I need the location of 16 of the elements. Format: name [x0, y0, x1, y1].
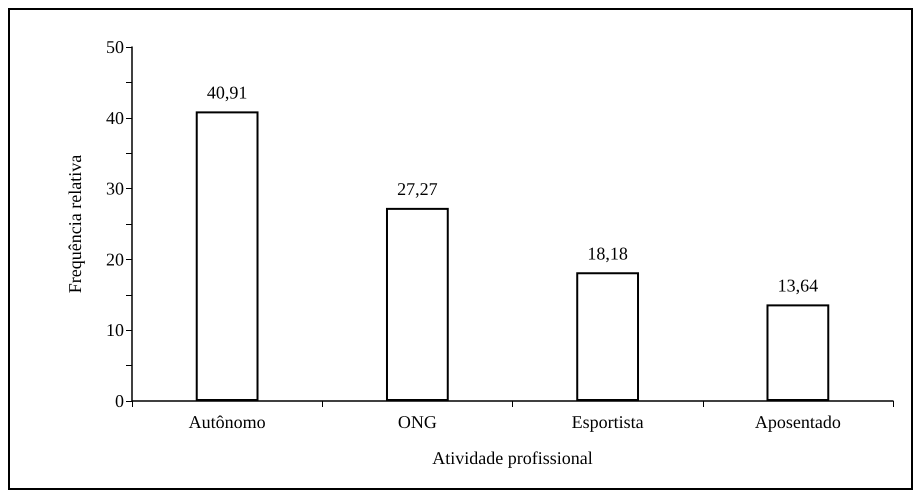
y-axis-title: Frequência relativa: [65, 154, 85, 294]
x-tick-label: ONG: [398, 412, 437, 432]
x-tick-label: Aposentado: [754, 412, 841, 432]
data-label: 27,27: [397, 178, 438, 199]
y-tick-label: 10: [106, 320, 124, 340]
y-tick-label: 20: [106, 249, 124, 270]
y-tick-label: 50: [106, 37, 124, 57]
x-tick-label: Autônomo: [188, 412, 266, 432]
y-tick-label: 30: [106, 178, 124, 199]
x-tick-label: Esportista: [572, 412, 644, 432]
y-tick-label: 40: [106, 108, 124, 128]
data-label: 18,18: [587, 243, 628, 264]
y-tick-label: 0: [115, 391, 124, 411]
data-label: 13,64: [778, 275, 818, 296]
x-axis-title: Atividade profissional: [432, 448, 593, 468]
data-label: 40,91: [206, 82, 248, 102]
